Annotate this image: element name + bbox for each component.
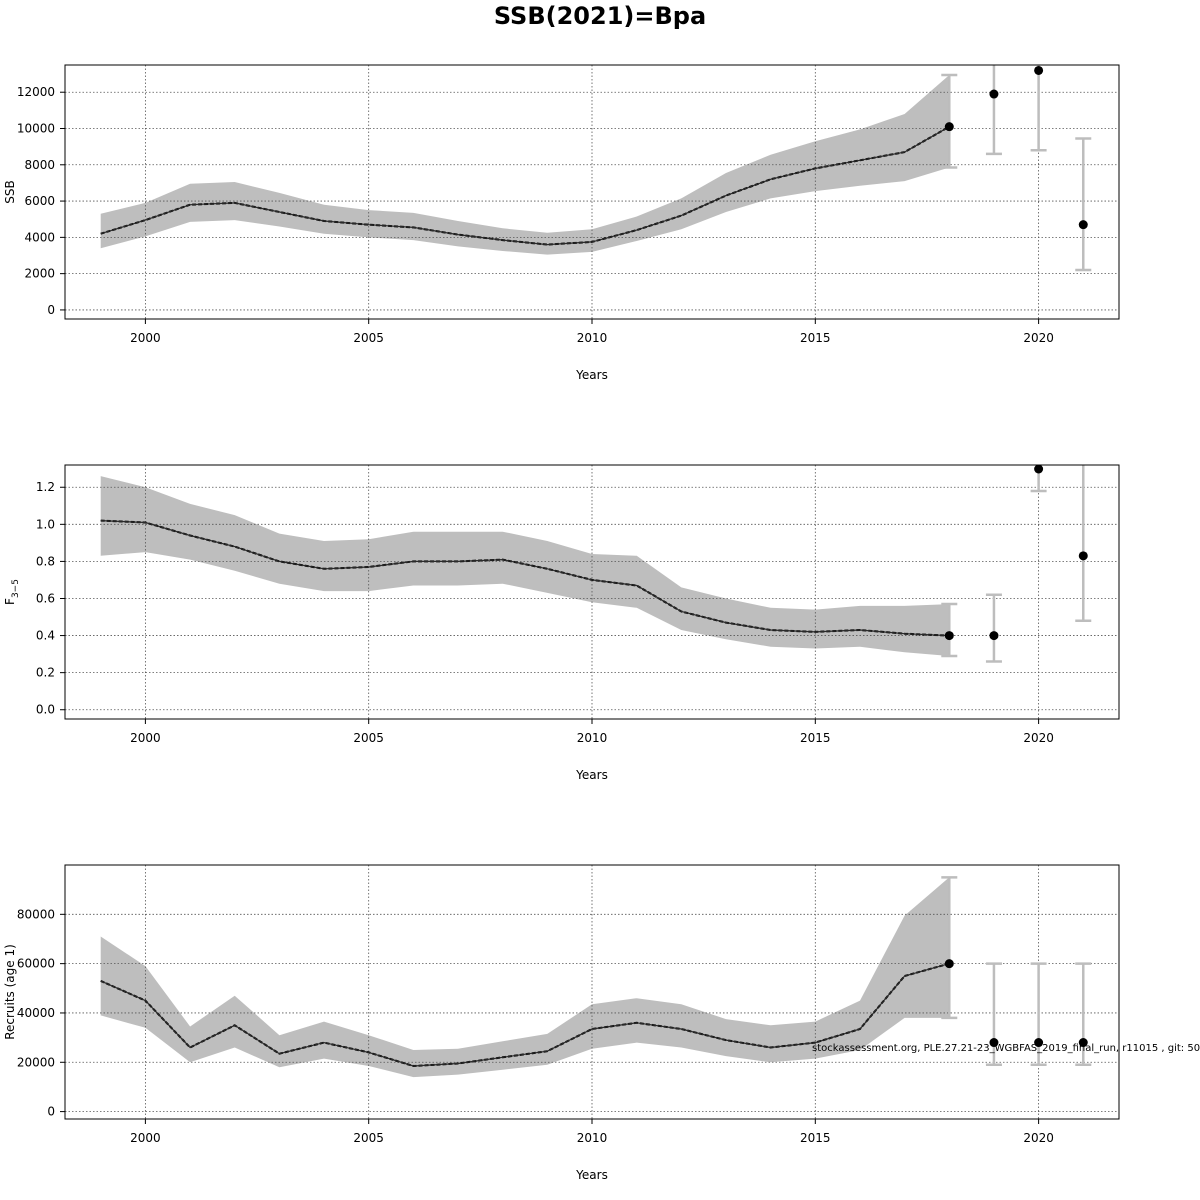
ssb-panel: 2000 2005 2010 2015 2020 0 2000 4000 6000 8000 100… — [3, 64, 1120, 382]
y-axis-label: SSB — [3, 180, 17, 203]
estimate-line-core — [100, 126, 950, 246]
y-tick-label: 10000 — [17, 122, 55, 136]
x-tick-label: 2000 — [130, 331, 161, 345]
y-tick-label: 20000 — [17, 1055, 55, 1069]
recruits-panel: 2000 2005 2010 2015 2020 0 20000 40000 60000 8000… — [3, 864, 1120, 1182]
last-estimate-point — [944, 959, 954, 969]
forecast-point-2021 — [1078, 1038, 1088, 1048]
y-tick-label: 2000 — [24, 267, 55, 281]
x-tick-label: 2000 — [130, 1131, 161, 1145]
fishing-mortality-panel: 2000 2005 2010 2015 2020 0.0 0.2 0.4 0.6 0.8 1.0 1.… — [3, 464, 1120, 782]
x-tick-label: 2015 — [800, 1131, 831, 1145]
y-tick-label: 40000 — [17, 1006, 55, 1020]
x-tick-label: 2015 — [800, 331, 831, 345]
y-tick-label: 0.6 — [36, 591, 55, 605]
forecast-point-2021 — [1078, 220, 1088, 230]
y-tick-label: 0 — [47, 1105, 55, 1119]
y-tick-label: 60000 — [17, 957, 55, 971]
y-tick-label: 8000 — [24, 158, 55, 172]
y-tick-label: 1.0 — [36, 517, 55, 531]
estimate-line-core — [100, 520, 950, 637]
forecast-point-2020 — [1034, 65, 1044, 75]
x-tick-label: 2005 — [353, 731, 384, 745]
forecast-point-2019 — [989, 1038, 999, 1048]
forecast-point-2019 — [989, 631, 999, 641]
x-tick-label: 2000 — [130, 731, 161, 745]
x-tick-label: 2005 — [353, 331, 384, 345]
x-axis-label: Years — [575, 368, 608, 382]
x-tick-label: 2010 — [577, 731, 608, 745]
footnote: stockassessment.org, PLE.27.21-23_WGBFAS… — [812, 1043, 1200, 1054]
y-tick-label: 4000 — [24, 230, 55, 244]
x-tick-label: 2010 — [577, 1131, 608, 1145]
y-tick-label: 0.4 — [36, 629, 55, 643]
forecast-point-2021 — [1078, 551, 1088, 561]
y-tick-label: 1.2 — [36, 480, 55, 494]
estimate-line-core — [100, 963, 950, 1067]
confidence-band — [100, 476, 950, 656]
y-tick-label: 12000 — [17, 85, 55, 99]
y-tick-label: 0 — [47, 303, 55, 317]
y-tick-label: 0.0 — [36, 703, 55, 717]
x-tick-label: 2020 — [1023, 331, 1054, 345]
y-axis-label: Recruits (age 1) — [3, 944, 17, 1040]
y-tick-label: 0.2 — [36, 666, 55, 680]
y-tick-label: 6000 — [24, 194, 55, 208]
x-axis-label: Years — [575, 768, 608, 782]
forecast-point-2020 — [1034, 464, 1044, 474]
y-axis-label-main: F — [3, 598, 17, 605]
x-tick-label: 2010 — [577, 331, 608, 345]
y-axis-label: F3−5 — [3, 579, 21, 605]
confidence-band — [100, 877, 950, 1078]
forecast-point-2019 — [989, 89, 999, 99]
chart-title: SSB(2021)=Bpa — [494, 2, 706, 30]
x-tick-label: 2015 — [800, 731, 831, 745]
x-tick-label: 2020 — [1023, 1131, 1054, 1145]
x-axis-label: Years — [575, 1168, 608, 1182]
forecast-point-2020 — [1034, 1038, 1044, 1048]
y-axis-label-subscript: 3−5 — [11, 579, 21, 598]
x-tick-label: 2005 — [353, 1131, 384, 1145]
last-estimate-point — [944, 631, 954, 641]
confidence-band — [100, 75, 950, 255]
last-estimate-point — [944, 122, 954, 132]
x-tick-label: 2020 — [1023, 731, 1054, 745]
y-tick-label: 80000 — [17, 907, 55, 921]
y-tick-label: 0.8 — [36, 554, 55, 568]
